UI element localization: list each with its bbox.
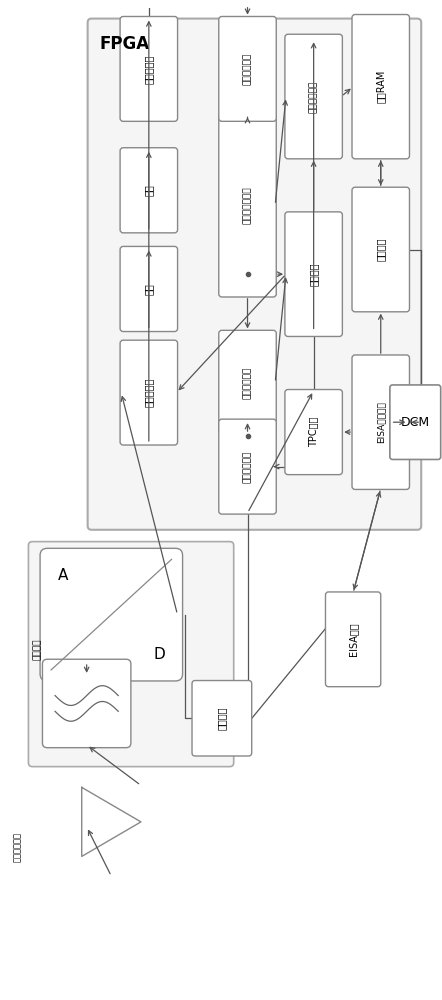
Text: EISA总线接口: EISA总线接口: [376, 401, 385, 443]
FancyBboxPatch shape: [40, 548, 183, 681]
FancyBboxPatch shape: [352, 355, 409, 489]
FancyBboxPatch shape: [219, 113, 276, 297]
FancyBboxPatch shape: [120, 16, 178, 121]
Text: DCM: DCM: [401, 416, 430, 429]
Text: 有效值检测: 有效值检测: [144, 54, 154, 84]
Text: EISA总线: EISA总线: [348, 623, 358, 656]
FancyBboxPatch shape: [352, 187, 409, 312]
FancyBboxPatch shape: [120, 148, 178, 233]
Text: 双口RAM: 双口RAM: [376, 70, 386, 103]
Text: 功率峰値检测: 功率峰値检测: [243, 450, 252, 483]
FancyBboxPatch shape: [120, 246, 178, 332]
Text: 数据采集: 数据采集: [33, 638, 42, 660]
FancyBboxPatch shape: [285, 34, 343, 159]
FancyBboxPatch shape: [192, 681, 251, 756]
Text: 数字下变频: 数字下变频: [144, 378, 154, 407]
FancyBboxPatch shape: [285, 212, 343, 336]
FancyBboxPatch shape: [219, 330, 276, 435]
FancyBboxPatch shape: [120, 340, 178, 445]
Text: 滤波: 滤波: [144, 184, 154, 196]
Text: 数据管理: 数据管理: [376, 238, 386, 261]
Text: A: A: [58, 568, 68, 583]
FancyBboxPatch shape: [219, 16, 276, 121]
Text: 时钟分频: 时钟分频: [217, 707, 227, 730]
Text: TPC模块: TPC模块: [309, 417, 319, 447]
Text: 帧头帧尾检测: 帧头帧尾检测: [243, 53, 252, 85]
FancyBboxPatch shape: [219, 419, 276, 514]
FancyBboxPatch shape: [88, 19, 421, 530]
Text: 计算功率存储: 计算功率存储: [309, 80, 318, 113]
Text: 帧同步时钟处理: 帧同步时钟处理: [243, 186, 252, 224]
Text: 启动控制: 启动控制: [309, 262, 319, 286]
FancyBboxPatch shape: [390, 385, 441, 459]
FancyBboxPatch shape: [28, 542, 234, 767]
FancyBboxPatch shape: [42, 659, 131, 748]
FancyBboxPatch shape: [352, 15, 409, 159]
Text: D: D: [154, 647, 166, 662]
FancyBboxPatch shape: [325, 592, 381, 687]
FancyBboxPatch shape: [285, 390, 343, 475]
Text: 传输帧率检测: 传输帧率检测: [243, 367, 252, 399]
Text: FPGA: FPGA: [99, 35, 149, 53]
Text: 中频信号输入: 中频信号输入: [13, 832, 22, 862]
Text: 采样: 采样: [144, 283, 154, 295]
